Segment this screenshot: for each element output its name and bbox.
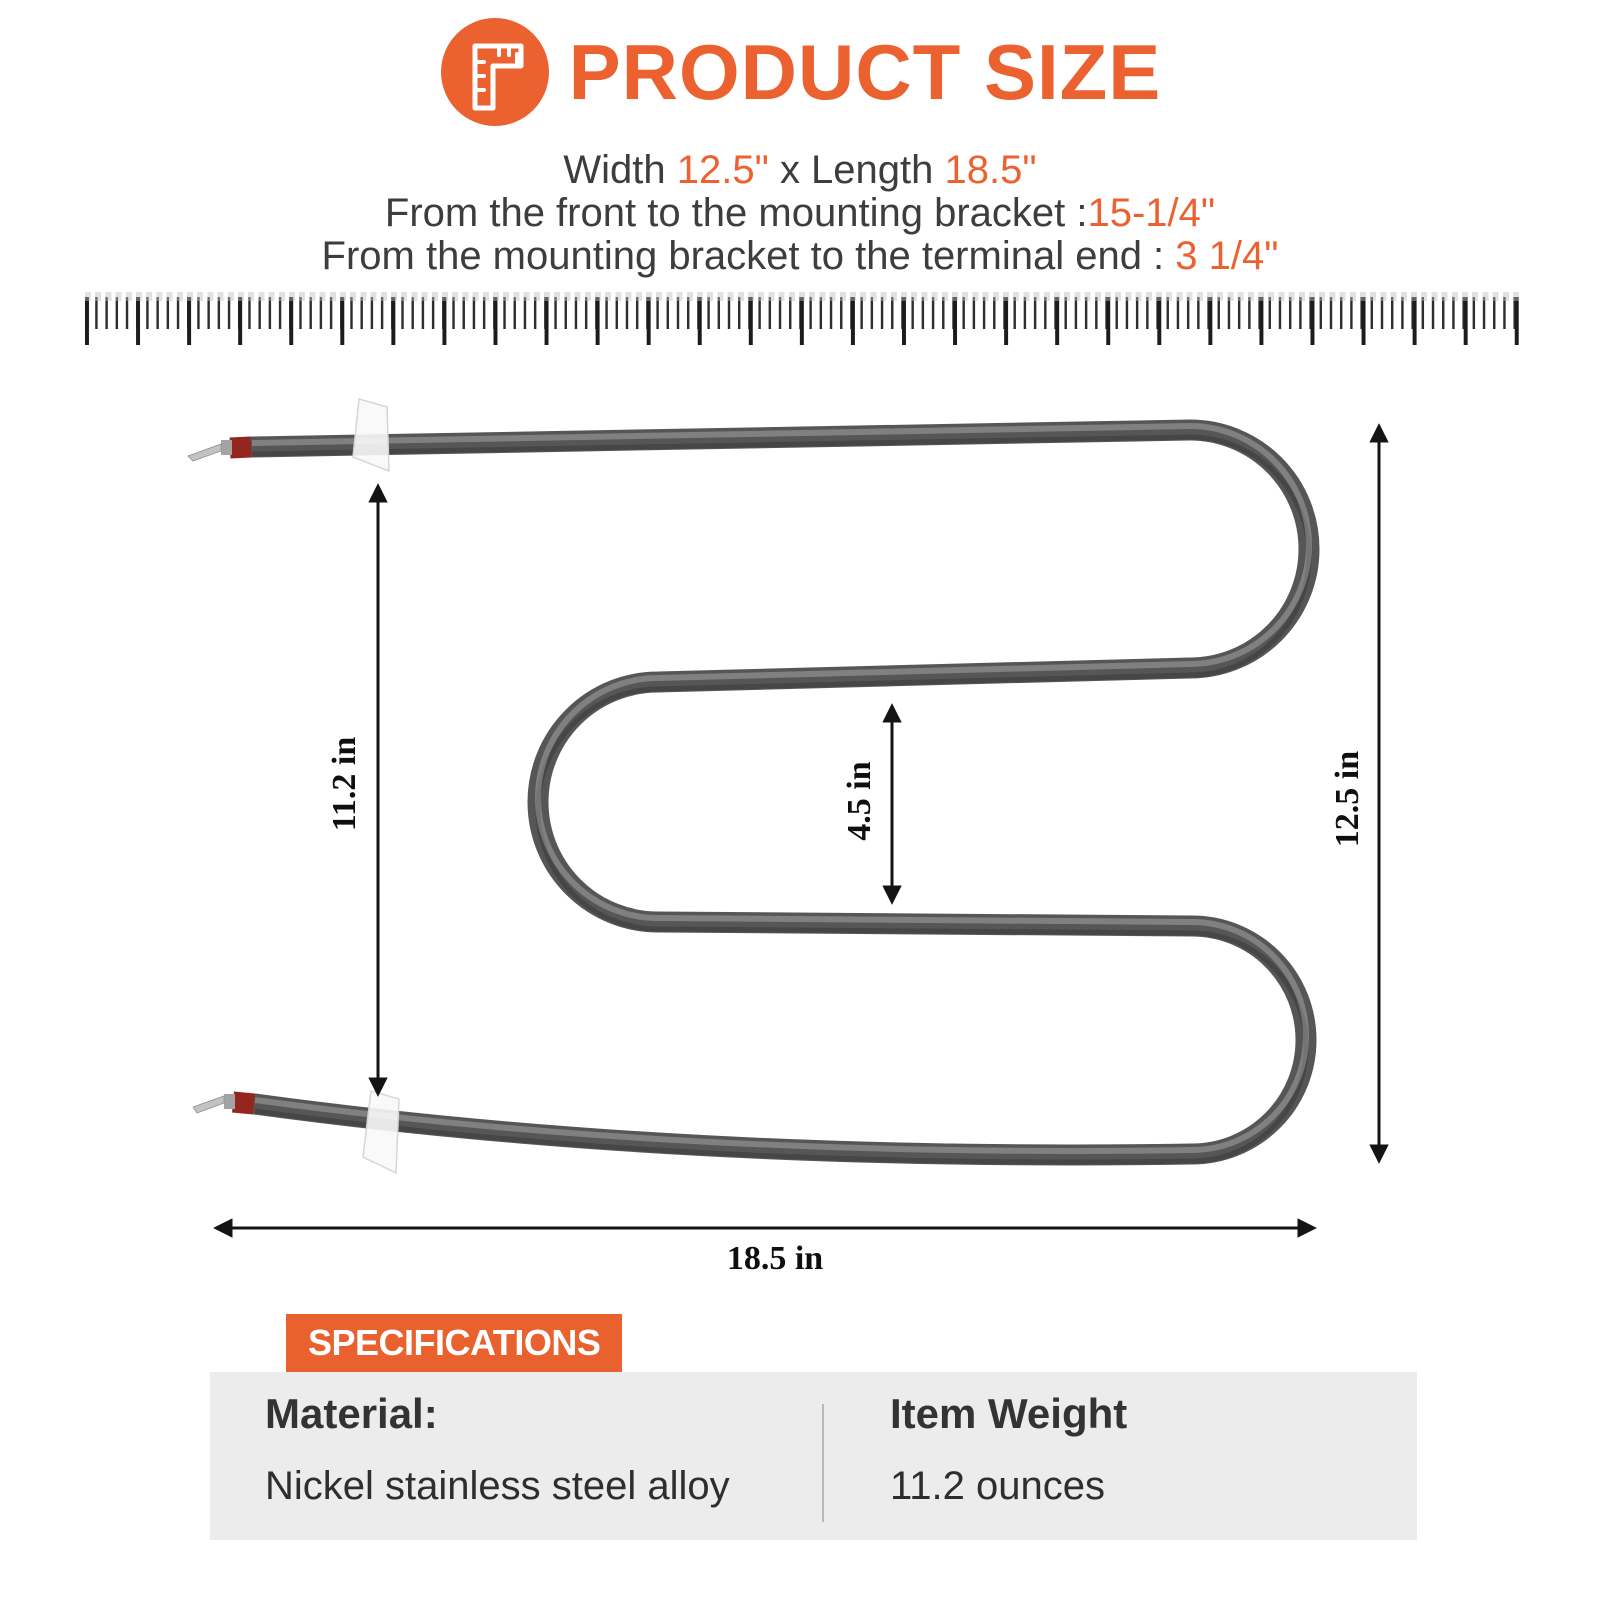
material-label: Material: bbox=[265, 1390, 438, 1437]
length-value: 18.5" bbox=[944, 148, 1037, 192]
heating-element-tube bbox=[241, 419, 1320, 1166]
page-title: PRODUCT SIZE bbox=[568, 27, 1162, 116]
specifications-header: SPECIFICATIONS bbox=[286, 1314, 623, 1372]
item-weight-label: Item Weight bbox=[890, 1390, 1128, 1437]
mounting-bracket-bottom bbox=[362, 1090, 400, 1175]
size-line-1: Width 12.5" x Length 18.5" bbox=[563, 148, 1037, 192]
terminal-bottom bbox=[192, 1091, 255, 1115]
spec-divider bbox=[822, 1404, 824, 1522]
material-value: Nickel stainless steel alloy bbox=[265, 1464, 730, 1508]
ruler-scale bbox=[85, 292, 1519, 345]
front-to-bracket-value: 15-1/4" bbox=[1087, 191, 1216, 235]
dim-label-bottom: 18.5 in bbox=[726, 1240, 824, 1277]
size-summary: Width 12.5" x Length 18.5" From the fron… bbox=[0, 149, 1600, 278]
mounting-bracket-top bbox=[352, 398, 390, 473]
specifications-box: Material: Nickel stainless steel alloy I… bbox=[210, 1372, 1417, 1540]
size-line-3: From the mounting bracket to the termina… bbox=[321, 234, 1279, 278]
title-row: PRODUCT SIZE bbox=[0, 16, 1600, 128]
width-value: 12.5" bbox=[676, 148, 769, 192]
item-weight-value: 11.2 ounces bbox=[890, 1464, 1105, 1508]
ruler-icon bbox=[440, 18, 549, 126]
dim-label-left: 11.2 in bbox=[326, 736, 363, 832]
size-line-2: From the front to the mounting bracket :… bbox=[384, 191, 1216, 235]
dim-label-right: 12.5 in bbox=[1329, 750, 1366, 848]
terminal-top bbox=[187, 436, 252, 462]
dim-label-middle: 4.5 in bbox=[841, 761, 878, 841]
bracket-to-terminal-value: 3 1/4" bbox=[1175, 234, 1279, 278]
